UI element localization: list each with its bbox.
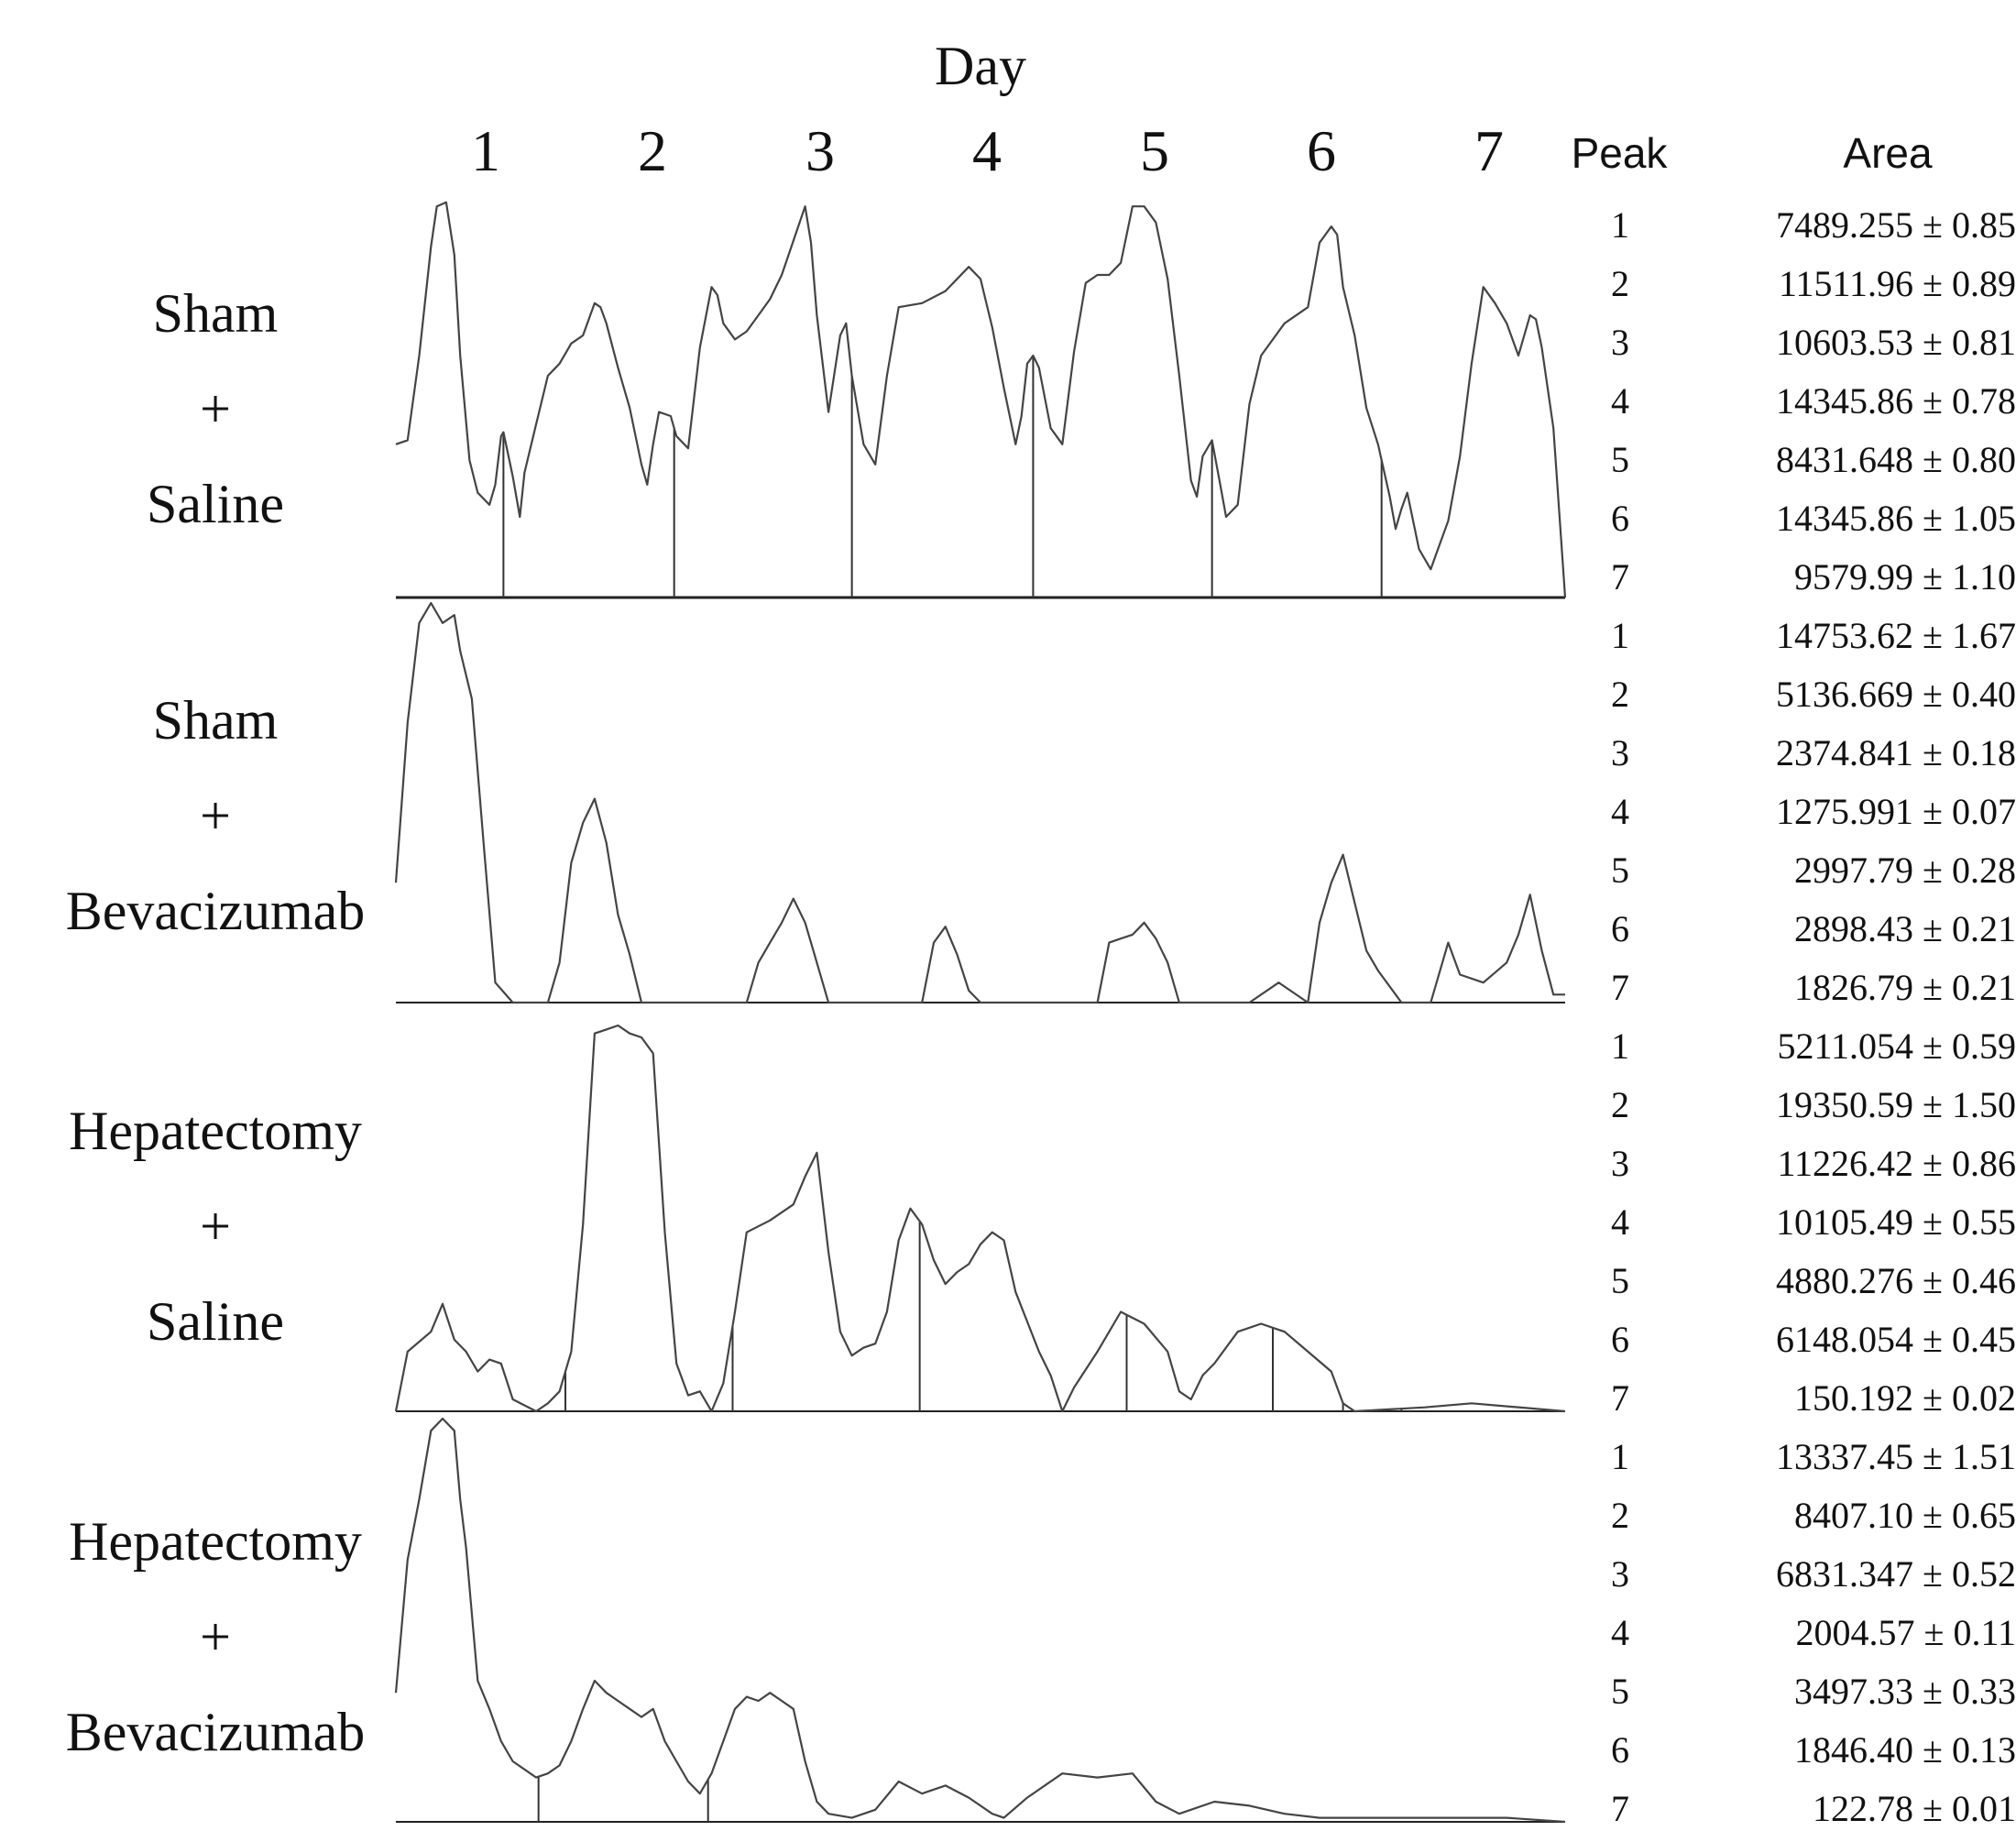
peak-number: 2 [1611,1495,1629,1536]
peak-number: 6 [1611,498,1629,539]
peak-area-value: 9579.99 ± 1.10 [1794,556,2016,598]
group-label-line: Saline [147,1291,284,1352]
peak-area-value: 150.192 ± 0.02 [1794,1377,2016,1419]
peak-area-value: 19350.59 ± 1.50 [1776,1084,2016,1125]
day-label-6: 6 [1307,118,1336,183]
peak-area-value: 3497.33 ± 0.33 [1794,1671,2016,1712]
peak-area-value: 122.78 ± 0.01 [1813,1788,2016,1829]
peak-area-value: 5211.054 ± 0.59 [1777,1025,2016,1067]
group-label-line: Sham [152,690,279,751]
day-label-4: 4 [972,118,1002,183]
group-label-line: Sham [152,283,279,344]
peak-area-value: 4880.276 ± 0.46 [1776,1260,2016,1301]
peak-number: 7 [1611,1788,1629,1829]
day-label-2: 2 [638,118,667,183]
peak-number: 5 [1611,850,1629,891]
peak-number: 5 [1611,439,1629,480]
peak-area-value: 7489.255 ± 0.85 [1776,204,2016,246]
peak-number: 3 [1611,1553,1629,1595]
peak-area-value: 14753.62 ± 1.67 [1776,615,2016,656]
group-label-line: Bevacizumab [65,881,366,941]
peak-area-value: 2898.43 ± 0.21 [1794,908,2016,949]
peak-number: 1 [1611,204,1629,246]
day-label-7: 7 [1474,118,1504,183]
peak-number: 7 [1611,1377,1629,1419]
area-column-header: Area [1843,129,1933,177]
group-label-line: + [200,1606,231,1667]
day-label-3: 3 [805,118,835,183]
group-label-hepatectomy-bevacizumab: Hepatectomy + Bevacizumab [37,1494,394,1780]
peak-area-value: 8407.10 ± 0.65 [1794,1495,2016,1536]
peak-number: 3 [1611,322,1629,363]
chromatogram-trace [395,201,1567,598]
group-label-line: Saline [147,474,284,534]
peak-area-value: 6148.054 ± 0.45 [1776,1319,2016,1360]
group-label-line: + [200,785,231,846]
day-label-5: 5 [1140,118,1169,183]
chromatogram-trace [394,601,1565,1004]
peak-number: 3 [1611,1143,1629,1184]
peak-number: 6 [1611,1729,1629,1771]
peak-number: 4 [1611,380,1629,422]
peak-number: 5 [1611,1671,1629,1712]
peak-number: 1 [1611,615,1629,656]
peak-area-value: 5136.669 ± 0.40 [1776,674,2016,715]
peak-column-header: Peak [1571,129,1668,177]
peak-number: 2 [1611,1084,1629,1125]
peak-number: 4 [1611,1201,1629,1243]
peak-area-value: 13337.45 ± 1.51 [1776,1436,2016,1477]
peak-number: 5 [1611,1260,1629,1301]
peak-number: 4 [1611,1612,1629,1653]
group-label-line: Hepatectomy [69,1511,362,1572]
group-label-line: + [200,1196,231,1256]
peak-area-value: 14345.86 ± 0.78 [1776,380,2016,422]
group-label-sham-saline: Sham + Saline [37,266,394,552]
peak-number: 2 [1611,263,1629,304]
peak-area-value: 10603.53 ± 0.81 [1776,322,2016,363]
group-label-sham-bevacizumab: Sham + Bevacizumab [37,673,394,959]
peak-number: 1 [1611,1025,1629,1067]
peak-area-value: 11511.96 ± 0.89 [1779,263,2016,304]
group-label-line: + [200,378,231,439]
x-axis-title: Day [935,36,1026,96]
peak-area-value: 1275.991 ± 0.07 [1776,791,2016,832]
peak-number: 7 [1611,967,1629,1008]
peak-area-value: 6831.347 ± 0.52 [1776,1553,2016,1595]
peak-area-value: 1846.40 ± 0.13 [1794,1729,2016,1771]
peak-area-value: 10105.49 ± 0.55 [1776,1201,2016,1243]
peak-number: 1 [1611,1436,1629,1477]
group-label-line: Hepatectomy [69,1101,362,1161]
peak-area-value: 2997.79 ± 0.28 [1794,850,2016,891]
peak-number: 3 [1611,732,1629,773]
peak-area-value: 14345.86 ± 1.05 [1776,498,2016,539]
peak-area-value: 11226.42 ± 0.86 [1777,1143,2016,1184]
peak-number: 7 [1611,556,1629,598]
peak-area-value: 1826.79 ± 0.21 [1794,967,2016,1008]
group-label-hepatectomy-saline: Hepatectomy + Saline [37,1083,394,1369]
peak-number: 6 [1611,1319,1629,1360]
group-label-line: Bevacizumab [65,1702,366,1762]
chromatogram-trace [394,1024,1566,1413]
peak-number: 2 [1611,674,1629,715]
peak-area-value: 2374.841 ± 0.18 [1776,732,2016,773]
day-label-1: 1 [471,118,500,183]
peak-number: 6 [1611,908,1629,949]
peak-area-value: 8431.648 ± 0.80 [1776,439,2016,480]
peak-number: 4 [1611,791,1629,832]
chromatogram-trace [394,1417,1566,1824]
peak-area-value: 2004.57 ± 0.11 [1795,1612,2016,1653]
